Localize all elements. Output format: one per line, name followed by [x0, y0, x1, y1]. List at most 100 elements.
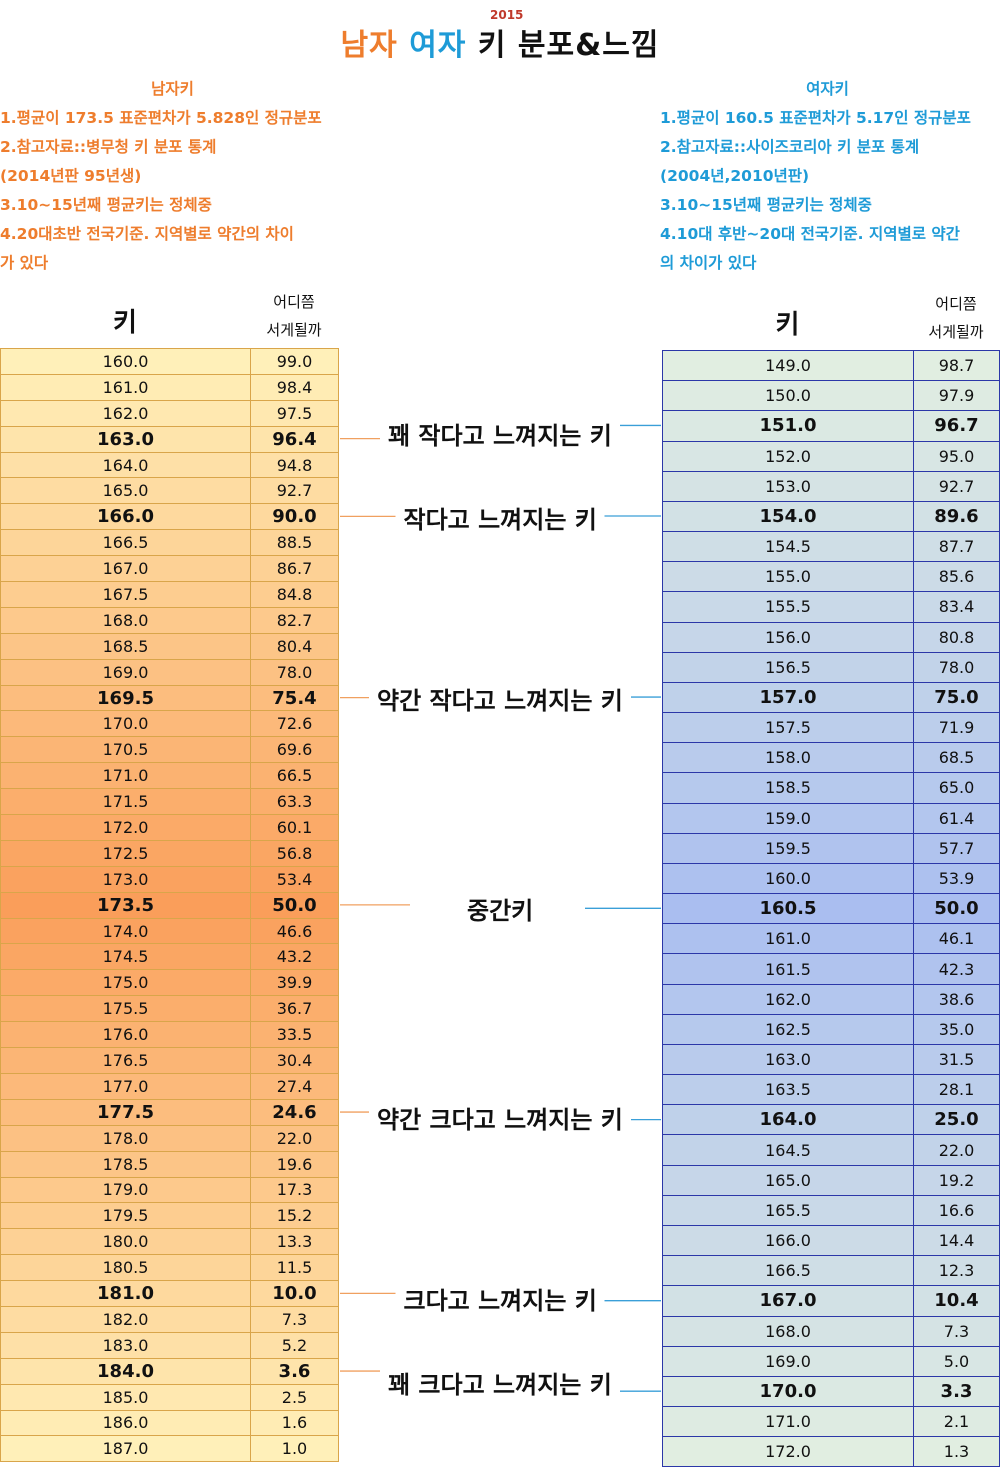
- female-info-line: 3.10~15년째 평균키는 정체중: [660, 196, 872, 214]
- male-rank-cell: 72.6: [250, 710, 339, 738]
- female-rank-header: 어디쯤 서게될까: [913, 290, 999, 346]
- female-rank-cell: 89.6: [913, 500, 1000, 533]
- female-rank-cell: 53.9: [913, 862, 1000, 895]
- male-table-row: 174.5 43.2: [0, 943, 339, 971]
- male-rank-cell: 66.5: [250, 762, 339, 790]
- female-rank-cell: 96.7: [913, 410, 1000, 442]
- male-rank-cell: 39.9: [250, 969, 339, 997]
- male-rank-cell: 84.8: [250, 581, 339, 608]
- female-height-cell: 157.0: [662, 681, 914, 714]
- female-table-row: 154.0 89.6: [662, 500, 1000, 533]
- male-table-row: 167.0 86.7: [0, 555, 339, 583]
- male-table-row: 167.5 84.8: [0, 581, 339, 608]
- female-height-cell: 153.0: [662, 470, 914, 502]
- male-info-line: (2014년판 95년생): [0, 167, 142, 185]
- male-height-cell: 161.0: [0, 373, 251, 401]
- male-rank-cell: 33.5: [250, 1021, 339, 1049]
- female-info-line: 1.평균이 160.5 표준편차가 5.17인 정규분포: [660, 109, 971, 127]
- female-table-row: 161.5 42.3: [662, 953, 1000, 985]
- female-rank-cell: 42.3: [913, 953, 1000, 985]
- female-table-row: 159.0 61.4: [662, 802, 1000, 834]
- female-rank-cell: 19.2: [913, 1164, 1000, 1196]
- female-table-row: 158.0 68.5: [662, 742, 1000, 774]
- male-table-row: 180.0 13.3: [0, 1228, 339, 1256]
- male-rank-cell: 63.3: [250, 788, 339, 816]
- male-rank-cell: 27.4: [250, 1072, 339, 1100]
- female-rank-cell: 61.4: [913, 802, 1000, 834]
- male-height-cell: 171.5: [0, 788, 251, 816]
- female-table-row: 160.5 50.0: [662, 893, 1000, 925]
- male-height-cell: 183.0: [0, 1331, 251, 1359]
- female-rank-cell: 7.3: [913, 1315, 1000, 1347]
- male-rank-cell: 75.4: [250, 684, 339, 712]
- male-rank-cell: 96.4: [250, 425, 339, 453]
- male-height-cell: 179.0: [0, 1176, 251, 1204]
- male-rank-cell: 1.0: [250, 1435, 339, 1463]
- male-table-row: 179.0 17.3: [0, 1176, 339, 1204]
- male-rank-cell: 36.7: [250, 995, 339, 1023]
- female-table-row: 169.0 5.0: [662, 1345, 1000, 1377]
- male-info-line: 1.평균이 173.5 표준편차가 5.828인 정규분포: [0, 109, 322, 127]
- male-height-cell: 175.5: [0, 995, 251, 1023]
- annotation-label: 꽤 작다고 느껴지는 키: [388, 422, 612, 451]
- male-rank-header-line1: 어디쯤: [273, 293, 315, 311]
- female-rank-cell: 57.7: [913, 832, 1000, 864]
- female-height-cell: 164.5: [662, 1134, 914, 1166]
- female-info: 여자키 1.평균이 160.5 표준편차가 5.17인 정규분포 2.참고자료:…: [660, 75, 995, 278]
- male-info-line: 4.20대초반 전국기준. 지역별로 약간의 차이: [0, 225, 294, 243]
- male-height-cell: 172.0: [0, 814, 251, 841]
- female-table-row: 165.0 19.2: [662, 1164, 1000, 1196]
- male-height-cell: 175.0: [0, 969, 251, 997]
- male-table-row: 176.5 30.4: [0, 1047, 339, 1074]
- title-female: 여자: [409, 28, 467, 63]
- male-rank-cell: 88.5: [250, 529, 339, 557]
- female-height-cell: 162.0: [662, 983, 914, 1015]
- male-height-cell: 184.0: [0, 1357, 251, 1385]
- female-height-cell: 166.5: [662, 1255, 914, 1287]
- female-rank-cell: 14.4: [913, 1224, 1000, 1257]
- male-table-row: 186.0 1.6: [0, 1409, 339, 1437]
- female-info-line: 2.참고자료::사이즈코리아 키 분포 통계: [660, 138, 920, 156]
- male-table-row: 161.0 98.4: [0, 373, 339, 401]
- male-table-row: 187.0 1.0: [0, 1435, 339, 1463]
- female-rank-cell: 10.4: [913, 1285, 1000, 1317]
- male-table-row: 176.0 33.5: [0, 1021, 339, 1049]
- female-height-cell: 162.5: [662, 1013, 914, 1045]
- male-rank-header-line2: 서게될까: [266, 321, 322, 339]
- male-table-row: 184.0 3.6: [0, 1357, 339, 1385]
- male-table-row: 179.5 15.2: [0, 1202, 339, 1230]
- female-height-cell: 152.0: [662, 440, 914, 472]
- female-rank-cell: 83.4: [913, 591, 1000, 623]
- female-height-cell: 168.0: [662, 1315, 914, 1347]
- male-height-cell: 170.5: [0, 736, 251, 764]
- male-height-cell: 177.5: [0, 1098, 251, 1126]
- male-rank-cell: 15.2: [250, 1202, 339, 1230]
- male-table-row: 164.0 94.8: [0, 451, 339, 479]
- male-height-cell: 162.0: [0, 399, 251, 427]
- male-height-cell: 176.0: [0, 1021, 251, 1049]
- female-height-cell: 169.0: [662, 1345, 914, 1377]
- male-rank-cell: 30.4: [250, 1047, 339, 1074]
- male-rank-cell: 60.1: [250, 814, 339, 841]
- female-height-cell: 154.5: [662, 531, 914, 563]
- male-rank-cell: 99.0: [250, 348, 339, 375]
- female-rank-cell: 5.0: [913, 1345, 1000, 1377]
- male-table-row: 177.5 24.6: [0, 1098, 339, 1126]
- female-height-cell: 171.0: [662, 1406, 914, 1438]
- female-height-cell: 151.0: [662, 410, 914, 442]
- male-table-row: 182.0 7.3: [0, 1305, 339, 1333]
- female-rank-cell: 3.3: [913, 1375, 1000, 1408]
- female-height-cell: 159.5: [662, 832, 914, 864]
- male-rank-cell: 90.0: [250, 503, 339, 531]
- male-table-row: 171.0 66.5: [0, 762, 339, 790]
- female-table-row: 162.0 38.6: [662, 983, 1000, 1015]
- female-rank-cell: 98.7: [913, 349, 1000, 382]
- female-rank-cell: 38.6: [913, 983, 1000, 1015]
- male-table-row: 183.0 5.2: [0, 1331, 339, 1359]
- male-height-cell: 179.5: [0, 1202, 251, 1230]
- male-rank-cell: 80.4: [250, 632, 339, 660]
- female-height-cell: 149.0: [662, 349, 914, 382]
- female-table-row: 172.0 1.3: [662, 1436, 1000, 1468]
- female-rank-cell: 2.1: [913, 1406, 1000, 1438]
